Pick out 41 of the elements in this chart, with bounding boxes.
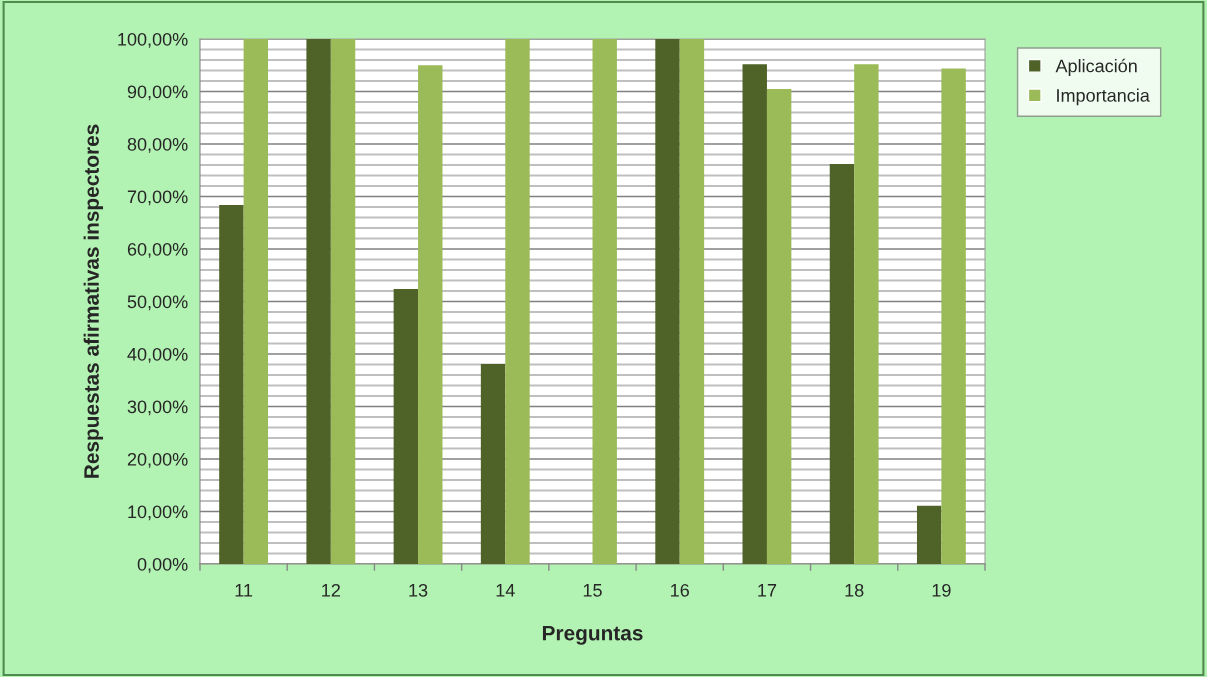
bar	[941, 68, 966, 564]
legend-label: Aplicación	[1055, 58, 1137, 76]
bar	[679, 39, 705, 564]
bar	[766, 88, 792, 564]
y-tick-label: 30,00%	[127, 400, 188, 416]
bar	[742, 64, 767, 564]
bar	[219, 204, 244, 564]
x-tick-label: 16	[671, 583, 689, 597]
bar	[330, 39, 356, 564]
x-tick-label: 14	[496, 584, 515, 597]
y-tick-label: 100,00%	[118, 32, 188, 48]
x-axis-title: Preguntas	[542, 625, 643, 645]
y-tick-label: 90,00%	[127, 85, 188, 101]
y-tick-label: 60,00%	[127, 242, 188, 258]
y-tick-label: 10,00%	[128, 505, 188, 521]
x-tick-label: 11	[235, 584, 253, 597]
x-tick-label: 17	[758, 584, 777, 597]
y-tick-label: 80,00%	[127, 137, 188, 153]
bar	[480, 363, 506, 564]
bar	[393, 288, 419, 564]
legend-label: Importancia	[1057, 88, 1150, 106]
y-tick-label: 0,00%	[137, 557, 188, 573]
bar	[829, 163, 855, 564]
bar	[243, 39, 269, 564]
y-tick-label: 40,00%	[127, 347, 188, 363]
y-axis-title: Respuestas afirmativas inspectores	[83, 124, 104, 478]
bar	[505, 39, 530, 564]
bar	[854, 64, 879, 564]
y-tick-label: 20,00%	[127, 452, 188, 468]
y-tick-label: 70,00%	[127, 190, 188, 206]
x-tick-label: 13	[409, 583, 428, 597]
bar	[592, 39, 617, 564]
bar	[418, 65, 443, 564]
y-tick-label: 50,00%	[127, 295, 188, 311]
bar	[916, 505, 942, 564]
bar	[306, 39, 331, 564]
x-tick-label: 12	[322, 583, 340, 597]
bar	[655, 39, 680, 564]
x-tick-label: 18	[845, 583, 864, 597]
x-tick-label: 19	[932, 583, 951, 597]
x-tick-label: 15	[583, 584, 602, 597]
